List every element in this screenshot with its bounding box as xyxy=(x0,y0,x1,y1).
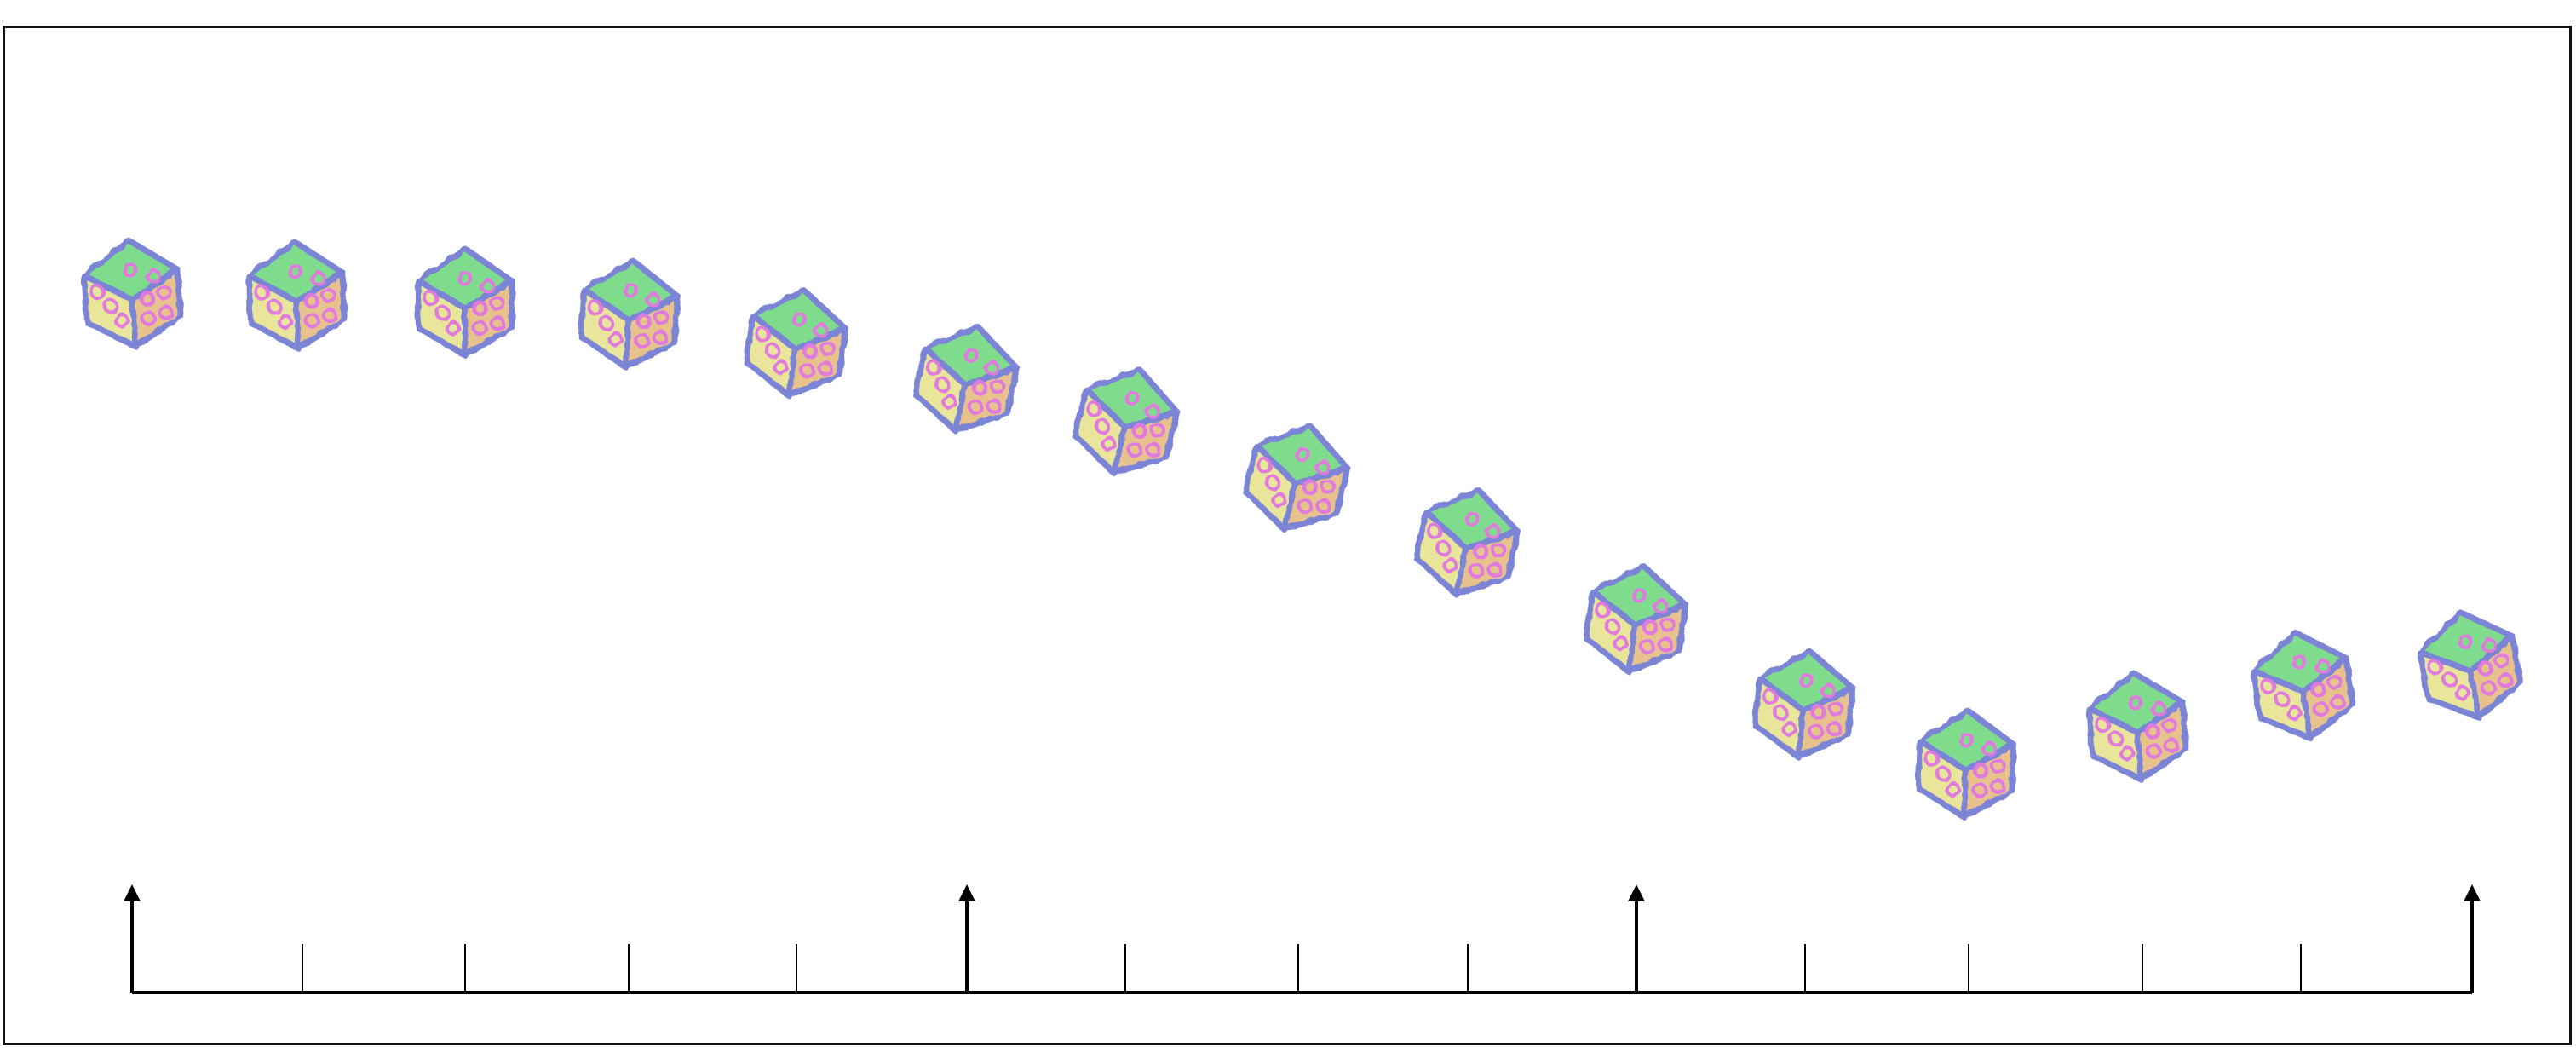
die xyxy=(1072,366,1181,476)
die xyxy=(743,287,849,399)
dice-sequence xyxy=(80,237,2524,821)
die xyxy=(1242,423,1351,533)
die xyxy=(1915,707,2017,821)
die xyxy=(245,239,348,352)
keyframe-arrow xyxy=(1628,884,1645,993)
timeline xyxy=(124,884,2481,994)
die xyxy=(80,237,184,350)
keyframe-arrow xyxy=(2464,884,2481,993)
die xyxy=(2085,670,2189,783)
die xyxy=(911,323,1021,434)
die xyxy=(415,245,515,359)
figure-canvas xyxy=(80,237,2524,994)
keyframe-arrow xyxy=(958,884,975,993)
die xyxy=(1583,563,1689,675)
die xyxy=(578,257,681,371)
keyframe-arrow xyxy=(124,884,141,993)
die xyxy=(2417,609,2524,721)
figure-frame xyxy=(3,26,2572,1045)
die xyxy=(1751,648,1856,760)
die xyxy=(1412,487,1521,597)
die xyxy=(2250,630,2356,741)
